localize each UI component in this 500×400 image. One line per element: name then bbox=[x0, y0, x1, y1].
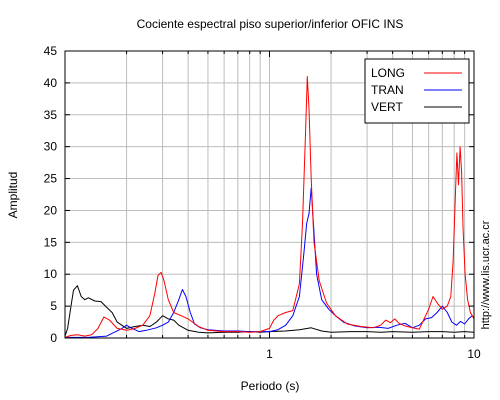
legend: LONG TRAN VERT bbox=[364, 58, 470, 124]
tick-labels: 0 5 10 15 20 25 30 35 40 45 1 10 bbox=[44, 44, 481, 361]
legend-box bbox=[364, 58, 470, 124]
legend-label-vert: VERT bbox=[371, 100, 403, 114]
chart-title: Cociente espectral piso superior/inferio… bbox=[137, 17, 404, 31]
y-axis-label: Amplitud bbox=[6, 172, 20, 219]
y-tick-label: 45 bbox=[44, 44, 58, 58]
y-tick-label: 25 bbox=[44, 172, 58, 186]
source-url: http://www.lis.ucr.ac.cr bbox=[480, 220, 492, 329]
x-axis-label: Periodo (s) bbox=[241, 379, 300, 393]
x-tick-label: 1 bbox=[266, 347, 273, 361]
y-tick-label: 5 bbox=[50, 299, 57, 313]
axis-ticks bbox=[65, 50, 474, 339]
series-line-vert bbox=[64, 285, 475, 337]
y-tick-label: 0 bbox=[50, 331, 57, 345]
y-tick-label: 10 bbox=[44, 267, 58, 281]
series-line-long bbox=[64, 76, 475, 338]
y-tick-label: 40 bbox=[44, 76, 58, 90]
y-tick-label: 20 bbox=[44, 203, 58, 217]
legend-label-long: LONG bbox=[371, 66, 405, 80]
y-tick-label: 15 bbox=[44, 235, 58, 249]
legend-label-tran: TRAN bbox=[371, 83, 404, 97]
y-tick-label: 35 bbox=[44, 108, 58, 122]
y-tick-label: 30 bbox=[44, 140, 58, 154]
series-line-tran bbox=[65, 187, 475, 338]
series-layer bbox=[64, 76, 475, 338]
x-tick-label: 10 bbox=[467, 347, 481, 361]
